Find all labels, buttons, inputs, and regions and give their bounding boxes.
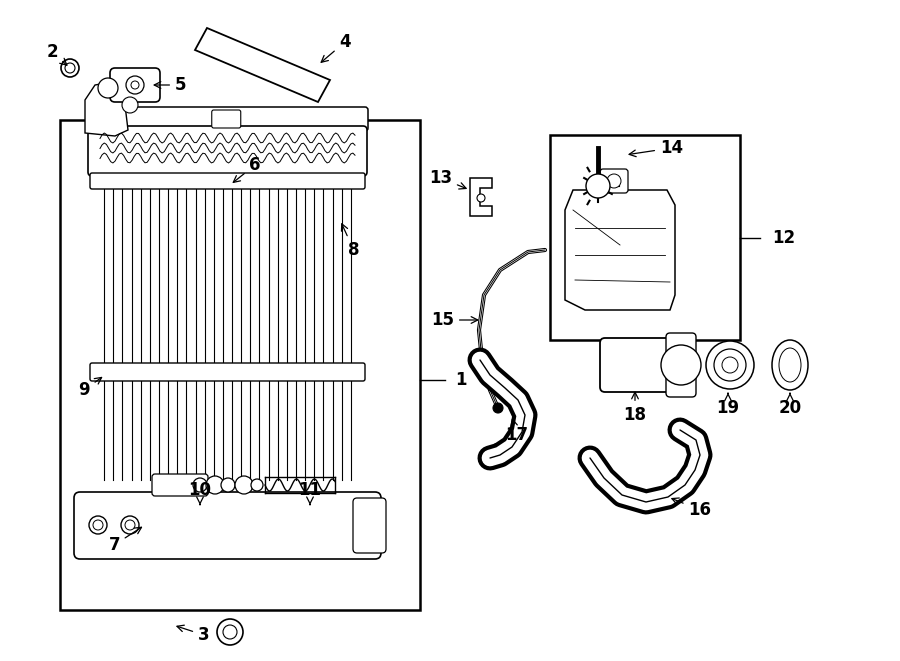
- Circle shape: [193, 478, 207, 492]
- FancyBboxPatch shape: [152, 474, 208, 496]
- Circle shape: [722, 357, 738, 373]
- Text: 19: 19: [716, 393, 740, 417]
- Circle shape: [61, 59, 79, 77]
- Text: 17: 17: [505, 419, 528, 444]
- Text: 7: 7: [108, 527, 141, 554]
- Bar: [550, 135, 740, 340]
- Text: 9: 9: [78, 377, 102, 399]
- FancyBboxPatch shape: [90, 173, 365, 189]
- FancyBboxPatch shape: [353, 498, 386, 553]
- Text: 13: 13: [429, 169, 466, 189]
- Text: 14: 14: [629, 139, 683, 157]
- Polygon shape: [195, 28, 330, 102]
- Circle shape: [217, 619, 243, 645]
- Text: 2: 2: [46, 43, 67, 65]
- FancyBboxPatch shape: [212, 110, 241, 128]
- Circle shape: [131, 81, 139, 89]
- Circle shape: [122, 97, 138, 113]
- Circle shape: [493, 403, 503, 413]
- Polygon shape: [470, 178, 492, 216]
- Text: 1: 1: [455, 371, 466, 389]
- Bar: [60, 120, 420, 610]
- FancyBboxPatch shape: [74, 492, 381, 559]
- FancyBboxPatch shape: [110, 68, 160, 102]
- Circle shape: [251, 479, 263, 491]
- Circle shape: [121, 516, 139, 534]
- Circle shape: [221, 478, 235, 492]
- Circle shape: [586, 174, 610, 198]
- FancyBboxPatch shape: [87, 107, 368, 131]
- Text: 20: 20: [778, 393, 802, 417]
- Circle shape: [125, 520, 135, 530]
- Text: 10: 10: [188, 481, 212, 504]
- Text: 12: 12: [772, 229, 795, 247]
- Circle shape: [98, 78, 118, 98]
- Circle shape: [477, 194, 485, 202]
- Circle shape: [714, 349, 746, 381]
- Text: 15: 15: [431, 311, 478, 329]
- Text: 11: 11: [299, 481, 321, 504]
- Circle shape: [661, 345, 701, 385]
- Text: 4: 4: [321, 33, 351, 62]
- Circle shape: [89, 516, 107, 534]
- Circle shape: [607, 174, 621, 188]
- FancyBboxPatch shape: [666, 333, 696, 397]
- FancyBboxPatch shape: [600, 169, 628, 193]
- Circle shape: [126, 76, 144, 94]
- Text: 5: 5: [154, 76, 186, 94]
- Text: 8: 8: [341, 224, 359, 259]
- Circle shape: [206, 476, 224, 494]
- Polygon shape: [565, 190, 675, 310]
- Circle shape: [223, 625, 237, 639]
- Text: 6: 6: [233, 156, 261, 182]
- Circle shape: [235, 476, 253, 494]
- Circle shape: [65, 63, 75, 73]
- FancyBboxPatch shape: [90, 363, 365, 381]
- Ellipse shape: [772, 340, 808, 390]
- Polygon shape: [85, 82, 128, 136]
- Text: 18: 18: [624, 392, 646, 424]
- Circle shape: [93, 520, 103, 530]
- FancyBboxPatch shape: [88, 126, 367, 176]
- Text: 16: 16: [672, 498, 712, 519]
- FancyBboxPatch shape: [600, 338, 685, 392]
- Circle shape: [706, 341, 754, 389]
- Ellipse shape: [779, 348, 801, 382]
- Text: 3: 3: [177, 625, 210, 644]
